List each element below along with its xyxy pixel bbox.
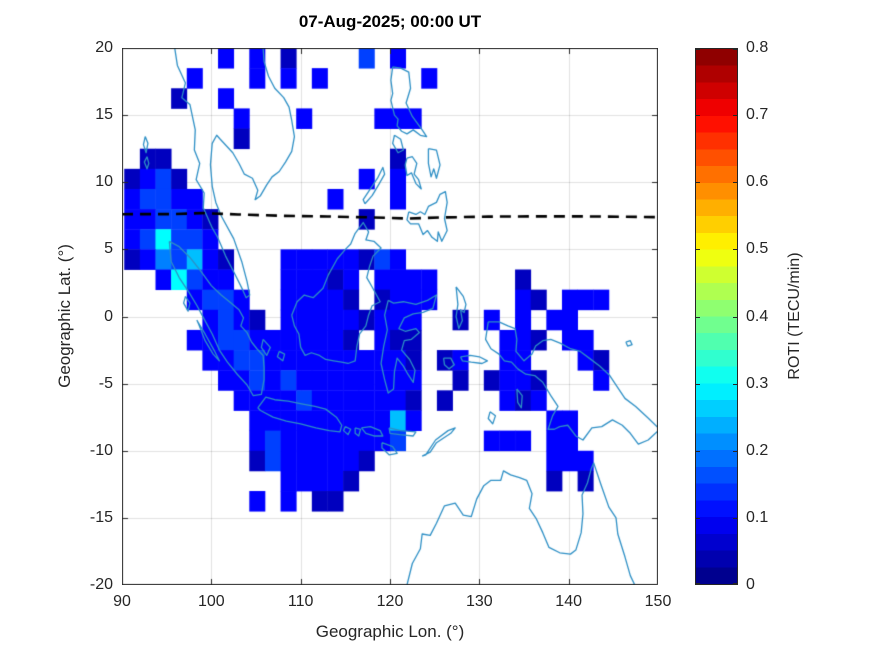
- colorbar-tick-mark: [695, 316, 700, 318]
- y-tick-label: -10: [89, 441, 113, 459]
- colorbar-tick-mark: [733, 182, 738, 184]
- x-tick-label: 150: [644, 593, 672, 610]
- colorbar-tick-label: 0.5: [746, 240, 769, 258]
- y-tick-label: -5: [98, 374, 113, 392]
- colorbar-tick-mark: [695, 249, 700, 251]
- colorbar-tick-mark: [733, 517, 738, 519]
- colorbar-tick-mark: [733, 115, 738, 117]
- x-tick-label: 110: [287, 593, 314, 610]
- y-tick-label: 10: [95, 173, 113, 191]
- colorbar-label: ROTI (TECU/min): [786, 252, 803, 380]
- y-tick-label: 5: [104, 240, 113, 258]
- colorbar-tick-mark: [695, 450, 700, 452]
- colorbar-tick-label: 0: [746, 576, 755, 593]
- colorbar-tick-mark: [695, 49, 700, 50]
- colorbar-tick-mark: [695, 182, 700, 184]
- colorbar-tick-mark: [695, 517, 700, 519]
- colorbar-tick-label: 0.6: [746, 173, 769, 191]
- colorbar-tick-label: 0.8: [746, 39, 769, 56]
- colorbar-tick-mark: [695, 115, 700, 117]
- colorbar-tick-mark: [733, 383, 738, 385]
- x-tick-label: 100: [197, 593, 225, 610]
- colorbar: [695, 48, 738, 585]
- colorbar-tick-label: 0.1: [746, 508, 769, 526]
- colorbar-tick-mark: [695, 383, 700, 385]
- colorbar-tick-label: 0.2: [746, 441, 769, 459]
- x-tick-label: 90: [113, 593, 131, 610]
- y-tick-label: 20: [95, 39, 113, 56]
- y-axis-label: Geographic Lat. (°): [55, 244, 74, 388]
- colorbar-tick-label: 0.7: [746, 106, 769, 124]
- colorbar-tick-mark: [733, 450, 738, 452]
- colorbar-tick-mark: [733, 49, 738, 50]
- y-tick-label: 15: [95, 106, 113, 124]
- x-tick-label: 140: [555, 593, 582, 610]
- colorbar-tick-mark: [695, 583, 700, 584]
- colorbar-tick-mark: [733, 249, 738, 251]
- x-tick-label: 120: [376, 593, 404, 610]
- x-axis-label: Geographic Lon. (°): [315, 622, 465, 641]
- colorbar-tick-mark: [733, 316, 738, 318]
- colorbar-tick-label: 0.3: [746, 374, 769, 392]
- plot-title: 07-Aug-2025; 00:00 UT: [298, 12, 482, 31]
- map-plot-area: [122, 48, 658, 585]
- y-tick-label: 0: [104, 307, 113, 325]
- y-tick-label: -15: [89, 508, 113, 526]
- y-tick-label: -20: [89, 576, 113, 593]
- x-tick-label: 130: [465, 593, 493, 610]
- colorbar-tick-mark: [733, 583, 738, 584]
- colorbar-tick-label: 0.4: [746, 307, 769, 325]
